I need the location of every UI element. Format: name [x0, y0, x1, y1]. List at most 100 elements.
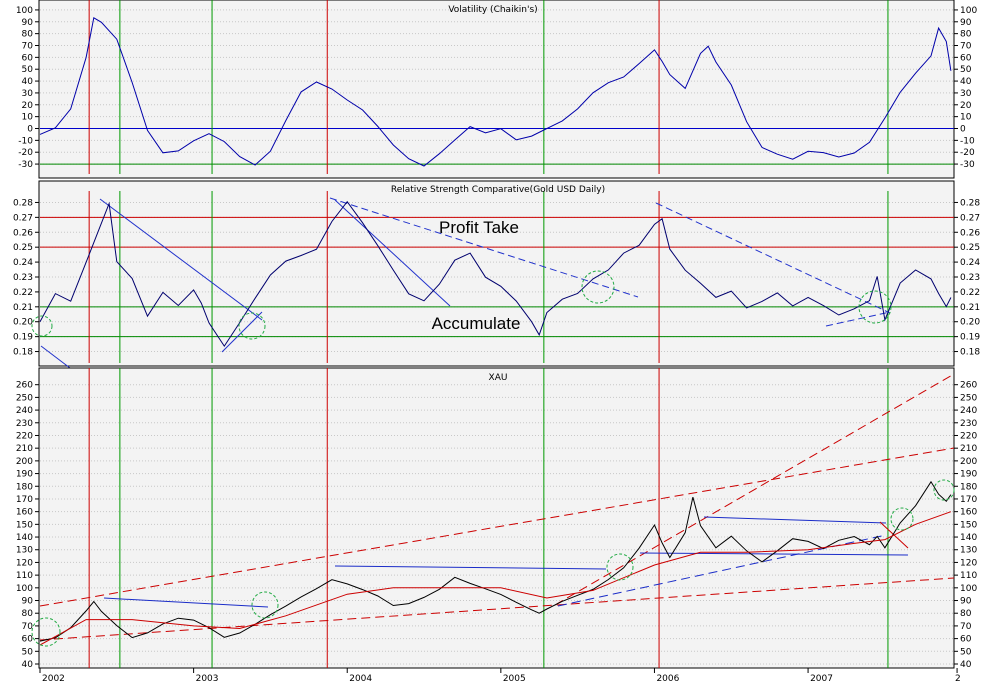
- panel-volatility-reference-lines: [40, 128, 954, 165]
- y-tick-label: 80: [960, 609, 972, 619]
- y-tick-label: 240: [960, 406, 977, 416]
- rsc-circle-2005: [581, 270, 615, 304]
- y-tick-label: 130: [960, 546, 977, 556]
- panel-xau-circles: [31, 479, 955, 647]
- y-tick-label: 120: [960, 558, 977, 568]
- y-tick-label: 100: [960, 584, 977, 594]
- panel-rsc-ticks: 0.18 0.18 0.19 0.19 0.20 0.20 0.21 0.21 0.22 0.22…: [13, 198, 980, 357]
- rsc-downtrend-line-2002: [99, 198, 263, 321]
- y-tick-label: 180: [960, 482, 977, 492]
- y-tick-label: 0.18: [13, 348, 33, 358]
- y-tick-label: 210: [16, 444, 33, 454]
- y-tick-label: 90: [960, 18, 972, 28]
- panel-volatility-event-lines: [88, 0, 889, 174]
- y-tick-label: 160: [960, 508, 977, 518]
- y-tick-label: 0.19: [13, 333, 33, 343]
- y-tick-label: 0.25: [960, 243, 980, 253]
- xau-blue-line-2002: [103, 597, 269, 608]
- rsc-uptrend-line-2003: [221, 311, 263, 353]
- panel-volatility-frame: [38, 0, 955, 179]
- panel-volatility-title: Volatility (Chaikin's): [448, 5, 537, 15]
- xau-blue-line-2006a: [703, 516, 887, 524]
- y-tick-label: 0.26: [13, 228, 33, 238]
- y-tick-label: 160: [16, 508, 33, 518]
- y-tick-label: 260: [16, 381, 33, 391]
- panel-xau-title: XAU: [489, 373, 508, 383]
- y-tick-label: 0.24: [960, 258, 980, 268]
- y-tick-label: 70: [960, 42, 972, 52]
- y-tick-label: 210: [960, 444, 977, 454]
- panel-xau-grid: [40, 384, 954, 665]
- y-tick-label: 60: [22, 53, 34, 63]
- y-tick-label: -20: [18, 148, 33, 158]
- panel-xau-ticks: 40 40 50 50 60 60 70 70 80 80 90 90 100 100 110 110 120 1…: [16, 381, 978, 670]
- y-tick-label: 140: [960, 533, 977, 543]
- x-tick-label: 2005: [503, 674, 526, 684]
- y-tick-label: 50: [22, 65, 34, 75]
- x-tick-label: 2004: [349, 674, 372, 684]
- y-tick-label: 140: [16, 533, 33, 543]
- y-tick-label: 50: [960, 65, 972, 75]
- y-tick-label: 20: [960, 101, 972, 111]
- x-tick-label: 2002: [42, 674, 65, 684]
- y-tick-label: -30: [960, 160, 975, 170]
- y-tick-label: 80: [22, 609, 34, 619]
- annotation-accumulate: Accumulate: [432, 314, 521, 333]
- y-tick-label: 190: [960, 470, 977, 480]
- y-tick-label: 0.21: [13, 303, 33, 313]
- xau-price-line: [39, 480, 952, 642]
- y-tick-label: -20: [960, 148, 975, 158]
- xau-circle-2005: [606, 553, 634, 581]
- panel-rsc-trendlines: [40, 197, 891, 369]
- y-tick-label: 100: [960, 6, 977, 16]
- y-tick-label: -10: [960, 136, 975, 146]
- y-tick-label: 180: [16, 482, 33, 492]
- y-tick-label: 90: [22, 18, 34, 28]
- xau-circle-2002: [31, 617, 61, 647]
- y-tick-label: 70: [22, 42, 34, 52]
- y-tick-label: 40: [960, 77, 972, 87]
- y-tick-label: 90: [960, 597, 972, 607]
- xau-circle-2003: [251, 591, 279, 619]
- y-tick-label: 230: [16, 419, 33, 429]
- y-tick-label: 30: [960, 89, 972, 99]
- y-tick-label: 60: [22, 635, 34, 645]
- y-tick-label: 0.18: [960, 348, 980, 358]
- y-tick-label: 40: [960, 660, 972, 670]
- rsc-trend-line-left: [40, 345, 71, 369]
- y-tick-label: 170: [960, 495, 977, 505]
- xau-circle-2007a: [890, 507, 914, 531]
- rsc-downtrend-line-2006: [655, 202, 891, 314]
- y-tick-label: 70: [22, 622, 34, 632]
- y-tick-label: 190: [16, 470, 33, 480]
- y-tick-label: 0.23: [960, 273, 980, 283]
- y-tick-label: 110: [960, 571, 977, 581]
- y-tick-label: 110: [16, 571, 33, 581]
- y-tick-label: 150: [960, 520, 977, 530]
- x-tick-label: 2007: [810, 674, 833, 684]
- rsc-downtrend-line-2004: [329, 197, 639, 298]
- y-tick-label: 250: [16, 393, 33, 403]
- panel-rsc: 0.18 0.18 0.19 0.19 0.20 0.20 0.21 0.21 0.22 0.22…: [13, 180, 980, 369]
- xau-red-channel-upper: [39, 447, 955, 607]
- panel-rsc-series-line: [39, 200, 952, 348]
- y-tick-label: 100: [16, 6, 33, 16]
- panel-rsc-circles: [31, 270, 892, 340]
- y-tick-label: 200: [16, 457, 33, 467]
- y-tick-label: 80: [960, 30, 972, 40]
- y-tick-label: 10: [22, 113, 34, 123]
- y-tick-label: 40: [22, 660, 34, 670]
- y-tick-label: 230: [960, 419, 977, 429]
- rsc-circle-2007: [858, 290, 892, 324]
- x-tick-label: 2006: [656, 674, 679, 684]
- y-tick-label: 50: [960, 647, 972, 657]
- y-tick-label: 80: [22, 30, 34, 40]
- panel-rsc-reference-lines: [40, 216, 954, 338]
- y-tick-label: 0.20: [13, 318, 33, 328]
- y-tick-label: 240: [16, 406, 33, 416]
- y-tick-label: 0.22: [13, 288, 33, 298]
- y-tick-label: 250: [960, 393, 977, 403]
- xau-circle-2007b: [933, 479, 955, 501]
- y-tick-label: 170: [16, 495, 33, 505]
